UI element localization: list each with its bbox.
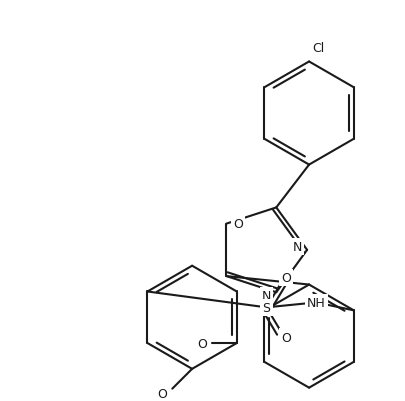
Text: N: N [292,241,302,254]
Text: O: O [281,271,291,284]
Text: Cl: Cl [312,41,324,55]
Text: O: O [158,387,167,400]
Text: N: N [262,289,271,302]
Text: S: S [262,301,271,314]
Text: O: O [281,331,291,344]
Text: O: O [197,337,207,350]
Text: NH: NH [307,296,326,309]
Text: O: O [233,218,243,231]
